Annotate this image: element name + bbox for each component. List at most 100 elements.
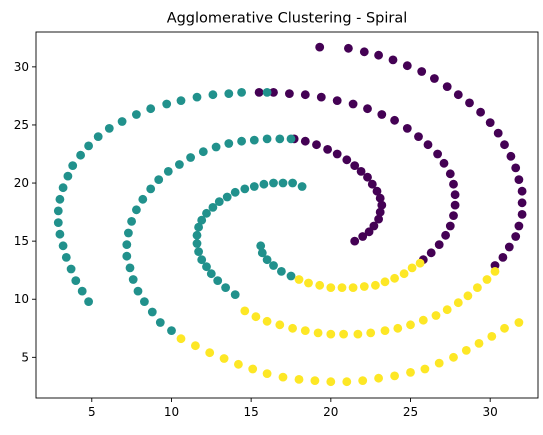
data-point — [375, 207, 385, 217]
data-point — [487, 332, 497, 341]
data-point — [192, 239, 202, 248]
data-point — [511, 163, 521, 173]
data-point — [208, 90, 218, 100]
data-point — [240, 306, 250, 316]
data-point — [262, 255, 272, 265]
chart-title: Agglomerative Clustering - Spiral — [167, 11, 408, 27]
data-point — [146, 104, 156, 114]
y-tick-label: 20 — [14, 176, 29, 190]
data-point — [192, 92, 202, 102]
data-point — [445, 221, 455, 231]
data-point — [369, 221, 379, 231]
data-point — [375, 193, 385, 203]
data-point — [377, 200, 387, 210]
data-point — [285, 89, 294, 98]
data-point — [431, 311, 441, 320]
data-point — [500, 323, 509, 333]
data-point — [269, 261, 278, 270]
data-point — [278, 372, 288, 382]
data-point — [211, 142, 221, 152]
data-point — [434, 240, 444, 250]
data-point — [222, 192, 232, 202]
data-point — [277, 267, 286, 276]
data-point — [498, 253, 508, 262]
data-point — [316, 92, 326, 102]
data-point — [514, 318, 524, 327]
data-point — [234, 359, 243, 369]
data-point — [300, 326, 310, 335]
data-point — [167, 326, 176, 335]
data-point — [300, 136, 310, 146]
data-point — [380, 326, 390, 335]
data-point — [162, 99, 172, 109]
data-point — [197, 255, 207, 265]
x-tick-label: 15 — [244, 405, 259, 419]
data-point — [430, 74, 439, 83]
data-point — [251, 312, 261, 322]
data-point — [275, 134, 285, 144]
data-point — [433, 149, 442, 159]
data-point — [237, 136, 247, 146]
data-point — [350, 236, 360, 246]
data-point — [356, 167, 366, 176]
data-point — [326, 329, 336, 339]
data-point — [219, 354, 229, 363]
data-point — [288, 178, 297, 188]
data-point — [374, 50, 383, 60]
data-point — [202, 262, 211, 272]
data-point — [465, 98, 474, 108]
data-point — [58, 241, 68, 251]
data-point — [445, 169, 455, 179]
y-tick-label: 5 — [21, 350, 29, 364]
data-point — [514, 221, 524, 231]
data-point — [269, 178, 278, 188]
data-point — [315, 280, 325, 290]
x-tick-label: 5 — [88, 405, 96, 419]
data-point — [323, 145, 332, 154]
data-point — [388, 55, 398, 65]
data-point — [262, 316, 272, 326]
data-point — [393, 323, 403, 333]
data-point — [313, 328, 323, 338]
data-point — [278, 178, 288, 188]
data-point — [344, 43, 353, 53]
data-point — [371, 280, 380, 290]
data-point — [68, 161, 78, 171]
data-point — [414, 132, 423, 142]
data-point — [55, 194, 65, 204]
data-point — [191, 341, 200, 351]
data-point — [205, 348, 215, 358]
data-point — [208, 203, 218, 212]
data-point — [450, 200, 460, 210]
data-point — [372, 186, 382, 196]
data-point — [197, 215, 207, 225]
data-point — [154, 175, 164, 185]
data-point — [286, 134, 296, 144]
data-point — [146, 184, 156, 194]
data-point — [406, 368, 415, 377]
data-point — [506, 151, 516, 161]
x-tick-label: 25 — [403, 405, 418, 419]
points-layer — [53, 42, 527, 387]
data-point — [402, 123, 412, 133]
data-point — [358, 232, 368, 241]
data-point — [359, 282, 369, 291]
data-point — [359, 47, 369, 57]
data-point — [493, 128, 503, 138]
data-point — [420, 364, 430, 374]
data-point — [348, 283, 358, 292]
data-point — [517, 186, 527, 196]
data-point — [358, 376, 368, 385]
data-point — [221, 283, 231, 292]
data-point — [350, 161, 360, 171]
data-point — [326, 283, 336, 292]
y-tick-label: 15 — [14, 234, 29, 248]
data-point — [192, 230, 202, 240]
data-point — [312, 140, 321, 150]
data-point — [127, 217, 136, 226]
data-point — [485, 118, 495, 127]
data-point — [122, 251, 132, 261]
data-point — [363, 172, 372, 182]
data-point — [399, 269, 409, 279]
data-point — [194, 247, 204, 256]
